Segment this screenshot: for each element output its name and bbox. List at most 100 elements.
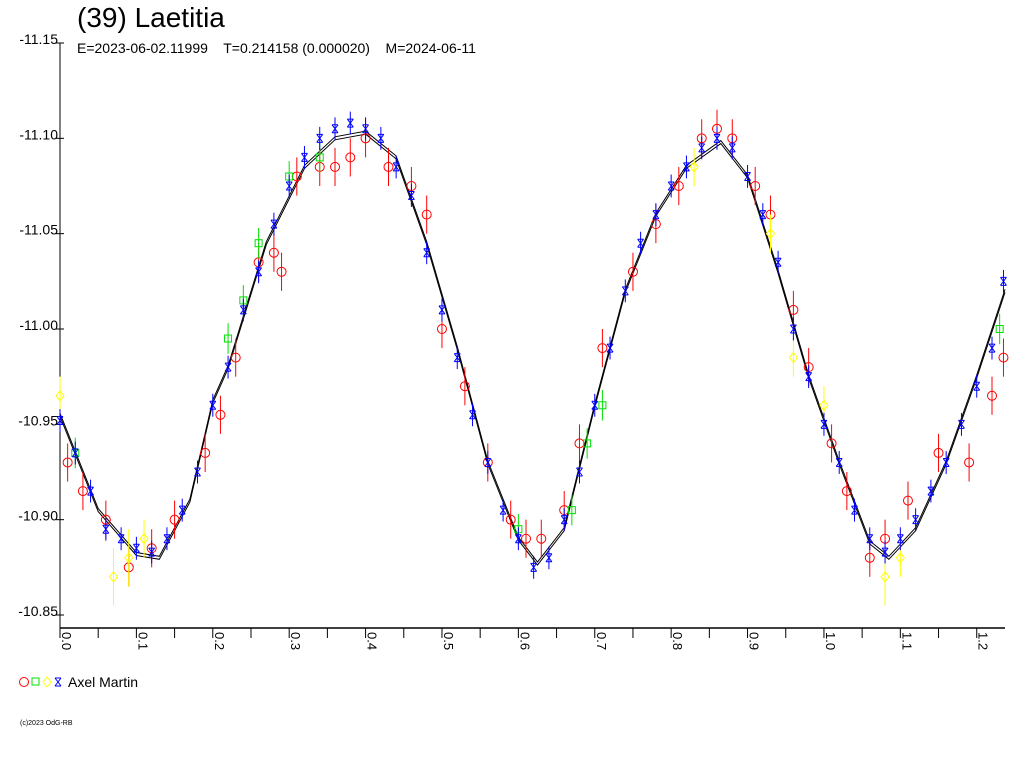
data-point-star xyxy=(499,505,507,515)
data-point-star xyxy=(744,171,751,181)
data-point-circle xyxy=(436,324,447,334)
data-point-star xyxy=(942,457,950,467)
data-point-star xyxy=(637,238,644,248)
data-point-star xyxy=(301,152,308,162)
data-point-star xyxy=(1000,276,1007,286)
data-point-circle xyxy=(597,343,608,354)
chart-subtitle: E=2023-06-02.11999 T=0.214158 (0.000020)… xyxy=(77,40,476,56)
data-point-star xyxy=(469,410,476,420)
data-point-square xyxy=(254,239,263,248)
y-tick-label: -10.85 xyxy=(18,603,58,619)
data-point-star xyxy=(209,400,217,410)
x-tick-label: 0.1 xyxy=(135,632,150,650)
data-point-square xyxy=(598,401,607,410)
x-tick-label: 0.4 xyxy=(365,632,380,650)
data-point-star xyxy=(87,486,94,496)
data-point-star xyxy=(958,419,965,429)
data-point-circle xyxy=(215,409,226,420)
data-point-square xyxy=(315,153,324,162)
data-point-star xyxy=(789,324,797,334)
data-point-circle xyxy=(383,161,394,172)
data-point-star xyxy=(255,267,263,277)
data-point-star xyxy=(683,162,690,172)
data-point-circle xyxy=(505,514,516,525)
data-point-star xyxy=(866,534,874,544)
data-point-star xyxy=(698,143,706,153)
data-point-star xyxy=(423,248,431,258)
data-point-star xyxy=(408,191,415,201)
legend-markers-icon xyxy=(19,676,62,688)
data-point-circle xyxy=(169,514,180,525)
data-point-star xyxy=(132,543,140,553)
data-point-diamond xyxy=(819,399,829,412)
data-point-circle xyxy=(345,152,356,163)
data-point-star xyxy=(484,457,492,467)
data-point-diamond xyxy=(108,571,119,583)
data-point-star xyxy=(224,362,232,372)
data-point-circle xyxy=(536,533,547,544)
data-point-circle xyxy=(268,247,279,258)
data-point-diamond xyxy=(895,551,905,564)
fit-curve xyxy=(59,133,1006,566)
data-point-star xyxy=(285,181,293,191)
legend: Axel Martin xyxy=(18,674,138,690)
data-point-circle xyxy=(230,352,241,363)
data-point-star xyxy=(973,381,981,391)
data-point-circle xyxy=(627,266,638,277)
data-point-star xyxy=(163,534,171,544)
data-point-star xyxy=(576,467,583,477)
data-point-star xyxy=(759,210,767,220)
x-tick-label: 1.0 xyxy=(823,632,838,650)
data-point-star xyxy=(346,118,354,128)
data-point-star xyxy=(988,343,996,353)
data-point-circle xyxy=(933,447,944,458)
x-tick-label: 0.9 xyxy=(747,632,762,650)
data-point-star xyxy=(591,400,599,410)
data-point-star xyxy=(805,372,813,382)
y-tick-label: -10.90 xyxy=(18,508,58,524)
data-point-circle xyxy=(864,552,875,563)
data-point-star xyxy=(316,133,324,143)
data-point-circle xyxy=(276,266,287,277)
data-point-star xyxy=(851,505,858,515)
data-point-star xyxy=(438,305,446,315)
data-point-square xyxy=(224,334,233,343)
data-point-star xyxy=(560,515,568,525)
data-point-square xyxy=(995,325,1004,333)
epoch-label: E=2023-06-02.11999 xyxy=(77,40,208,56)
data-point-circle xyxy=(62,457,73,468)
chart-title: (39) Laetitia xyxy=(77,2,225,33)
data-point-circle xyxy=(964,457,975,468)
data-point-circle xyxy=(77,486,88,497)
data-point-star xyxy=(927,486,935,496)
data-point-diamond xyxy=(689,161,699,173)
x-tick-label: 0.2 xyxy=(212,632,227,650)
x-tick-label: 0.5 xyxy=(441,632,456,650)
period-label: T=0.214158 (0.000020) xyxy=(223,40,370,56)
data-point-circle xyxy=(788,304,799,315)
data-point-star xyxy=(148,547,156,557)
x-tick-label: 0.3 xyxy=(288,632,303,650)
y-tick-label: -11.00 xyxy=(19,317,58,333)
data-point-star xyxy=(606,343,614,353)
data-point-star xyxy=(453,353,461,363)
data-point-circle xyxy=(330,161,341,172)
data-point-star xyxy=(392,162,400,172)
data-point-star xyxy=(896,534,904,544)
data-point-circle xyxy=(826,438,837,449)
x-tick-label: 0.8 xyxy=(670,632,685,650)
data-point-star xyxy=(377,133,385,143)
y-tick-label: -11.10 xyxy=(19,126,58,142)
data-point-circle xyxy=(841,486,852,497)
data-point-star xyxy=(362,124,369,134)
data-point-star xyxy=(652,210,660,220)
data-point-star xyxy=(545,553,553,563)
data-point-star xyxy=(530,562,538,572)
data-point-star xyxy=(621,286,629,296)
data-point-circle xyxy=(459,381,470,392)
legend-label: Axel Martin xyxy=(68,674,139,690)
data-point-circle xyxy=(750,181,761,191)
data-point-star xyxy=(713,133,721,143)
data-point-circle xyxy=(673,181,684,191)
